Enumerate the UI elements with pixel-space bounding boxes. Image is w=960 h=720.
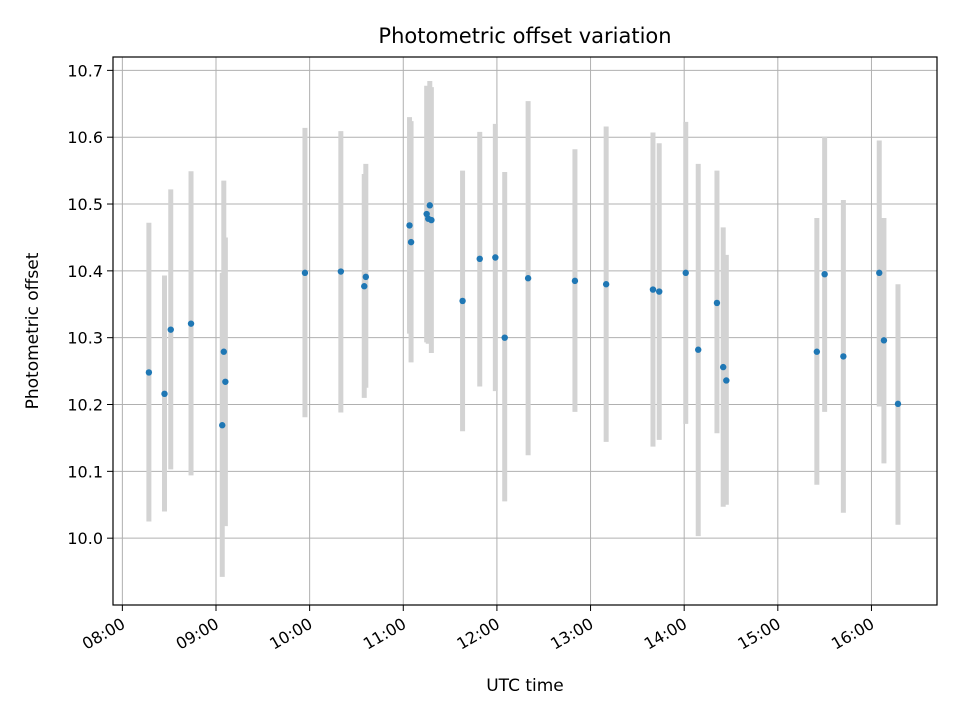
data-point	[145, 369, 153, 376]
data-point	[880, 337, 888, 344]
y-tick-label: 10.3	[67, 329, 103, 348]
data-point	[361, 283, 368, 290]
y-tick-label: 10.5	[67, 195, 103, 214]
data-point	[719, 363, 727, 371]
data-point	[428, 216, 435, 224]
y-tick-label: 10.4	[67, 262, 103, 281]
data-point	[524, 275, 532, 282]
data-point	[876, 269, 883, 277]
point-layer	[145, 202, 902, 429]
x-axis-label: UTC time	[486, 676, 564, 696]
data-point	[649, 286, 657, 293]
y-tick-label: 10.7	[67, 61, 103, 80]
y-tick-label: 10.6	[67, 128, 103, 147]
data-point	[407, 238, 415, 246]
data-point	[682, 269, 689, 277]
data-point	[161, 390, 168, 398]
data-point	[571, 277, 579, 285]
data-point	[723, 377, 730, 384]
y-tick-label: 10.0	[67, 529, 103, 548]
data-point	[406, 222, 413, 229]
data-point	[167, 326, 174, 333]
data-point	[222, 378, 229, 385]
data-point	[840, 353, 847, 360]
data-point	[187, 320, 195, 327]
data-point	[602, 281, 610, 288]
data-point	[821, 270, 828, 278]
data-point	[894, 400, 902, 408]
data-point	[219, 422, 226, 429]
data-point	[476, 255, 483, 263]
data-point	[301, 269, 309, 277]
y-axis-label: Photometric offset	[23, 252, 43, 409]
data-point	[501, 334, 508, 341]
data-point	[813, 348, 821, 355]
plot-frame	[112, 56, 938, 606]
data-point	[459, 297, 466, 305]
y-tick-label: 10.1	[67, 462, 103, 481]
y-tick-label: 10.2	[67, 396, 103, 415]
data-point	[492, 254, 499, 261]
data-point	[362, 273, 370, 281]
data-point	[426, 202, 434, 209]
chart-title: Photometric offset variation	[378, 24, 671, 48]
data-point	[695, 346, 702, 353]
data-point	[656, 288, 663, 295]
data-point	[220, 348, 228, 355]
data-point	[337, 268, 345, 275]
data-point	[713, 299, 721, 307]
